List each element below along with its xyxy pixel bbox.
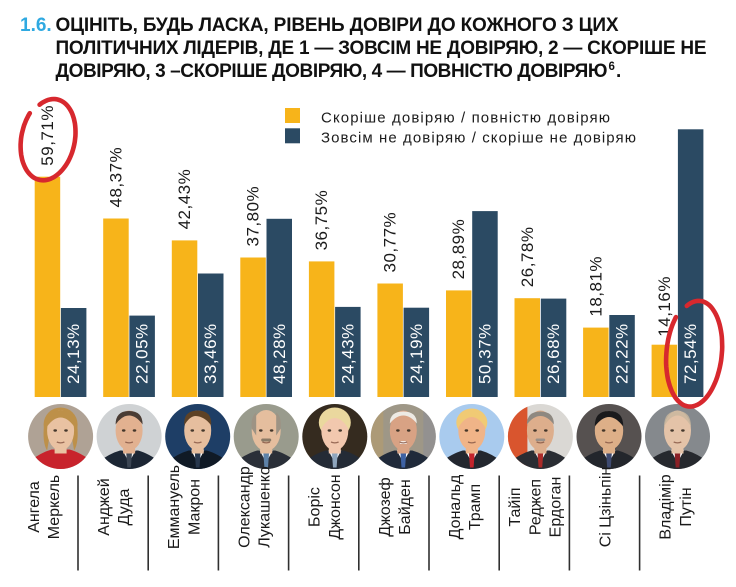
svg-text:22,22%: 22,22% <box>613 323 632 384</box>
svg-text:ПОЛІТИЧНИХ ЛІДЕРІВ, ДЕ 1 — ЗОВ: ПОЛІТИЧНИХ ЛІДЕРІВ, ДЕ 1 — ЗОВСІМ НЕ ДОВ… <box>56 38 707 59</box>
svg-text:Боріс: Боріс <box>307 487 324 527</box>
svg-text:26,78%: 26,78% <box>518 227 537 288</box>
svg-text:72,54%: 72,54% <box>681 323 700 384</box>
svg-text:24,43%: 24,43% <box>338 323 357 384</box>
svg-text:18,81%: 18,81% <box>586 256 605 317</box>
svg-text:59,71%: 59,71% <box>38 105 57 166</box>
svg-text:Дуда: Дуда <box>116 488 133 525</box>
svg-text:26,68%: 26,68% <box>544 323 563 384</box>
svg-text:Еммануель: Еммануель <box>166 465 183 549</box>
svg-text:36,75%: 36,75% <box>312 190 331 251</box>
svg-text:42,43%: 42,43% <box>175 169 194 230</box>
svg-text:Реджеп: Реджеп <box>527 479 544 535</box>
svg-text:22,05%: 22,05% <box>133 323 152 384</box>
svg-text:24,13%: 24,13% <box>64 323 83 384</box>
svg-text:Ангела: Ангела <box>26 481 43 533</box>
svg-text:ДОВІРЯЮ, 3 –СКОРІШЕ ДОВІРЯЮ, 4: ДОВІРЯЮ, 3 –СКОРІШЕ ДОВІРЯЮ, 4 — ПОВНІСТ… <box>56 61 608 82</box>
svg-text:Сі Цзіньпін: Сі Цзіньпін <box>598 467 615 548</box>
svg-text:Зовсім не довіряю / скоріше не: Зовсім не довіряю / скоріше не довіряю <box>321 130 636 147</box>
svg-text:Олександр: Олександр <box>236 466 253 548</box>
svg-text:50,37%: 50,37% <box>475 323 494 384</box>
svg-text:14,16%: 14,16% <box>655 276 674 337</box>
svg-text:48,28%: 48,28% <box>270 323 289 384</box>
svg-text:30,77%: 30,77% <box>381 212 400 273</box>
svg-text:33,46%: 33,46% <box>201 323 220 384</box>
svg-text:Меркель: Меркель <box>46 475 63 540</box>
svg-text:Байден: Байден <box>397 479 414 534</box>
svg-text:Дональд: Дональд <box>447 474 464 539</box>
svg-text:Ердоган: Ердоган <box>548 477 565 538</box>
svg-text:28,89%: 28,89% <box>449 219 468 280</box>
svg-text:Трамп: Трамп <box>467 484 484 530</box>
svg-text:Лукашенко: Лукашенко <box>257 466 274 548</box>
svg-text:.: . <box>616 61 621 82</box>
svg-text:37,80%: 37,80% <box>244 186 263 247</box>
svg-text:Тайіп: Тайіп <box>507 487 524 526</box>
svg-text:Макрон: Макрон <box>186 479 203 535</box>
svg-text:Анджей: Анджей <box>96 478 113 535</box>
svg-text:24,19%: 24,19% <box>407 323 426 384</box>
svg-text:Джозеф: Джозеф <box>377 477 394 536</box>
svg-text:ОЦІНІТЬ, БУДЬ ЛАСКА, РІВЕНЬ ДО: ОЦІНІТЬ, БУДЬ ЛАСКА, РІВЕНЬ ДОВІРИ ДО КО… <box>56 15 619 36</box>
svg-text:Джонсон: Джонсон <box>327 474 344 539</box>
svg-text:Владімір: Владімір <box>658 474 675 539</box>
svg-text:1.6.: 1.6. <box>20 15 52 36</box>
svg-text:6: 6 <box>609 61 615 73</box>
svg-text:Скоріше довіряю / повністю дов: Скоріше довіряю / повністю довіряю <box>321 110 610 127</box>
svg-text:Путін: Путін <box>678 487 695 526</box>
svg-text:48,37%: 48,37% <box>107 147 126 208</box>
